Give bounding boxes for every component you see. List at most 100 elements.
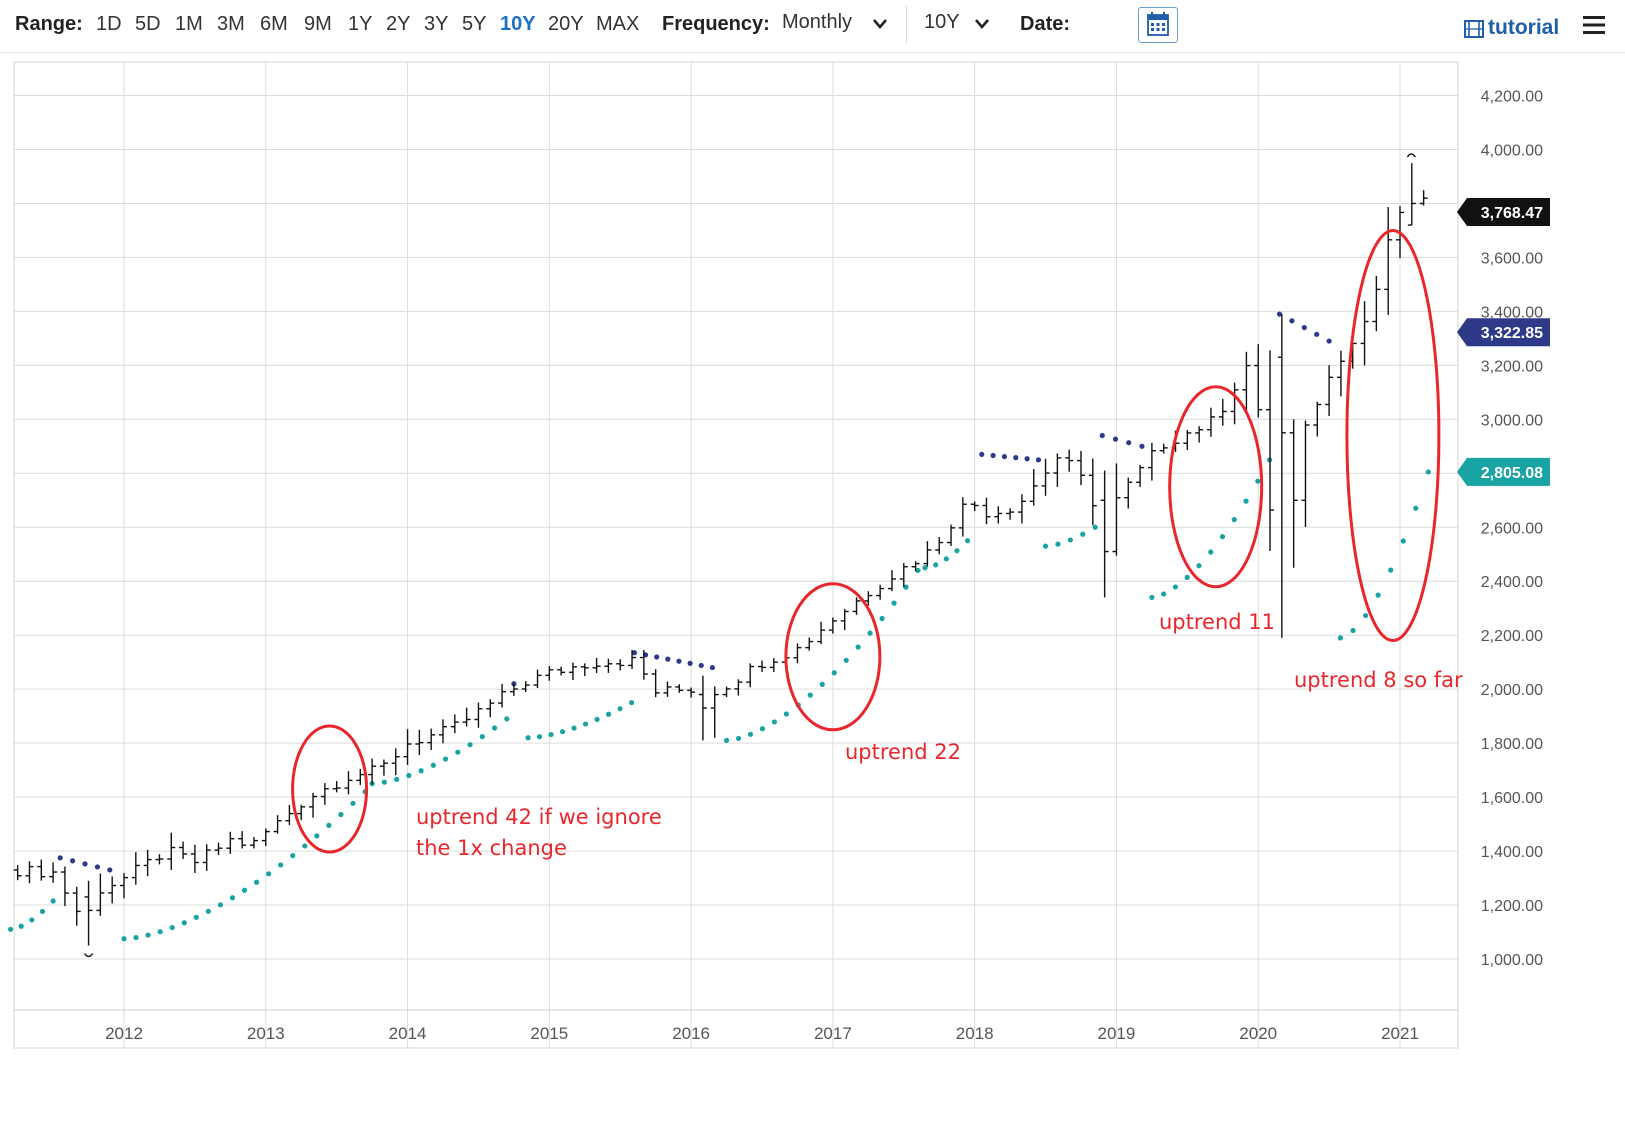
- ohlc-bar: [25, 861, 34, 884]
- range-10y-button[interactable]: 10Y: [500, 13, 536, 35]
- ohlc-bar: [817, 621, 826, 645]
- ohlc-bar: [923, 541, 932, 567]
- parabolic-sar-series: [7, 311, 1431, 942]
- range-6m-button[interactable]: 6M: [260, 13, 288, 35]
- y-tick-label: 1,000.00: [1481, 952, 1543, 969]
- ohlc-bar: [1206, 407, 1215, 437]
- ohlc-bar: [403, 729, 412, 765]
- sar-dot: [747, 731, 754, 737]
- date-picker-button[interactable]: [1138, 7, 1178, 43]
- sar-dot: [1067, 537, 1073, 543]
- ohlc-bar: [427, 728, 436, 750]
- sar-dot: [1184, 574, 1190, 580]
- ohlc-bar: [155, 854, 164, 865]
- ohlc-bar: [356, 768, 365, 785]
- sar-dot: [1337, 635, 1344, 641]
- plot-border: [13, 61, 1459, 1049]
- sar-dot: [922, 565, 928, 571]
- tutorial-link[interactable]: tutorial: [1488, 16, 1560, 39]
- ohlc-bar: [226, 831, 235, 854]
- sar-dot: [338, 811, 344, 818]
- ohlc-bar: [285, 804, 294, 825]
- ohlc-bar: [805, 637, 814, 651]
- range-20y-button[interactable]: 20Y: [548, 13, 584, 35]
- ohlc-bar: [1360, 301, 1369, 366]
- ohlc-bar: [639, 649, 648, 680]
- sar-dot: [628, 700, 635, 706]
- sar-dot: [1243, 498, 1249, 504]
- ohlc-bar: [509, 683, 518, 697]
- sar-dot: [326, 822, 332, 828]
- sar-dot: [943, 556, 949, 562]
- sar-dot: [1042, 543, 1049, 549]
- y-tick-label: 3,400.00: [1481, 304, 1543, 321]
- sar-dot: [107, 867, 113, 873]
- ohlc-bar: [474, 702, 483, 728]
- ohlc-bar: [769, 658, 778, 673]
- x-tick-label: 2018: [956, 1024, 994, 1043]
- price-badge-shape: [1457, 197, 1550, 226]
- range-1y-button[interactable]: 1Y: [348, 13, 373, 35]
- toolbar: Range: 1D 5D 1M 3M 6M 9M 1Y 2Y 3Y 5Y 10Y…: [0, 0, 1625, 53]
- sar-dot: [525, 735, 531, 741]
- chevron-down-icon[interactable]: [872, 18, 888, 30]
- range-max-button[interactable]: MAX: [596, 13, 640, 35]
- menu-icon[interactable]: [1582, 14, 1606, 36]
- range-9m-button[interactable]: 9M: [304, 13, 332, 35]
- y-tick-label: 2,200.00: [1481, 628, 1543, 645]
- ohlc-bar: [1159, 443, 1168, 454]
- sar-dot: [631, 650, 638, 656]
- y-tick-label: 3,200.00: [1481, 358, 1543, 375]
- ohlc-bar: [1419, 190, 1428, 206]
- range-3m-button[interactable]: 3M: [217, 13, 245, 35]
- range-1m-button[interactable]: 1M: [175, 13, 203, 35]
- range-1d-button[interactable]: 1D: [96, 13, 122, 35]
- ohlc-bar: [131, 852, 140, 885]
- frequency-select[interactable]: Monthly: [782, 11, 853, 33]
- sar-dot: [759, 726, 766, 732]
- ohlc-bar: [37, 859, 46, 881]
- sar-dot: [278, 862, 284, 868]
- sar-dot: [536, 734, 543, 740]
- y-tick-label: 1,400.00: [1481, 844, 1543, 861]
- range-5y-button[interactable]: 5Y: [462, 13, 487, 35]
- price-badges: 3,768.47 3,322.85 2,805.08: [1457, 197, 1550, 486]
- sar-dot: [145, 932, 151, 938]
- ohlc-bar: [876, 584, 885, 600]
- sar-dot: [723, 737, 730, 744]
- ohlc-bar: [1017, 494, 1026, 524]
- sar-dot: [1276, 311, 1283, 317]
- chevron-down-icon[interactable]: [974, 18, 990, 30]
- range-2y-button[interactable]: 2Y: [386, 13, 411, 35]
- annotation-text: the 1x change: [416, 836, 567, 860]
- sar-dot: [266, 871, 272, 877]
- ohlc-bar: [143, 849, 152, 877]
- sar-dot: [290, 853, 296, 859]
- sar-dot: [1139, 443, 1145, 449]
- range-3y-button[interactable]: 3Y: [424, 13, 449, 35]
- range-label: Range:: [15, 13, 83, 35]
- tutorial-icon[interactable]: [1464, 20, 1484, 38]
- ohlc-bar: [1242, 351, 1251, 412]
- ohlc-bar: [663, 681, 672, 697]
- ohlc-bar: [391, 748, 400, 776]
- sar-dot: [771, 719, 778, 725]
- ohlc-bar: [994, 506, 1003, 524]
- sar-dot: [394, 776, 400, 782]
- ohlc-bar: [521, 681, 530, 693]
- ohlc-bar: [1277, 314, 1286, 638]
- ohlc-bar: [202, 844, 211, 871]
- range-5d-button[interactable]: 5D: [135, 13, 161, 35]
- sar-dot: [698, 662, 704, 669]
- period-select[interactable]: 10Y: [924, 11, 960, 33]
- sar-dot: [1231, 517, 1237, 523]
- ohlc-bar: [710, 686, 719, 738]
- ohlc-bar: [309, 792, 318, 818]
- sar-dot: [548, 731, 554, 738]
- annotation-circle: [784, 582, 882, 732]
- sar-dot: [491, 725, 498, 731]
- price-badge: 3,322.85: [1457, 318, 1550, 347]
- x-axis: 2012 2013 2014 2015 2016 2017 2018 2019 2020 2021: [105, 1024, 1419, 1043]
- sar-dot: [1035, 457, 1042, 463]
- ohlc-bar: [1218, 398, 1227, 426]
